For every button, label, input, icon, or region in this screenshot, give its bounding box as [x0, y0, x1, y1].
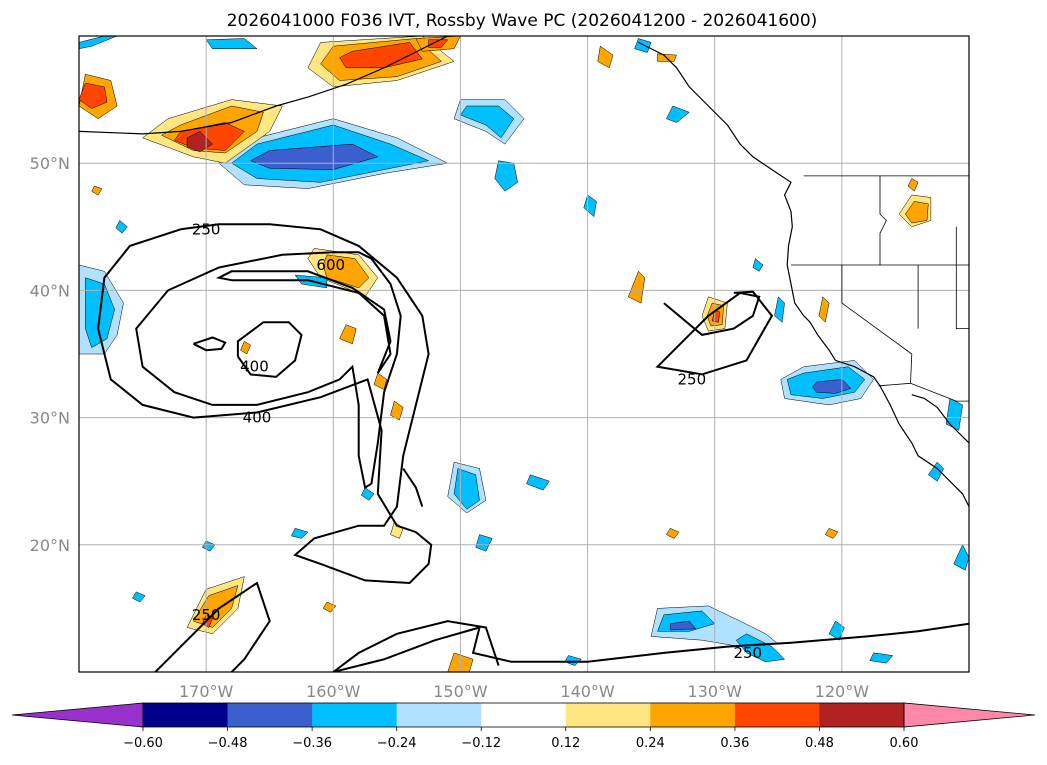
colorbar-bin-6 [650, 703, 736, 727]
ivt-shaded-region-66 [824, 527, 839, 539]
lat-tick-label-3: 50°N [30, 154, 70, 173]
ivt-shaded-region-57 [735, 633, 786, 663]
colorbar-tick-label-4: −0.12 [461, 736, 501, 751]
colorbar-bin-0 [143, 703, 229, 727]
ivt-contour-250-8 [402, 467, 424, 507]
ivt-contour-600-3 [215, 270, 392, 374]
ivt-shaded-region-47 [907, 178, 919, 192]
gulf-of-california-coastline [911, 394, 969, 444]
ivt-shaded-region-30 [390, 400, 404, 421]
colorbar-tick-label-1: −0.48 [208, 736, 248, 751]
ivt-shaded-region-59 [869, 652, 894, 664]
ivt-contour-250-5 [655, 290, 774, 376]
ivt-contour-600-4 [192, 336, 227, 352]
gridlines [79, 36, 969, 672]
ivt-shaded-region-11 [79, 82, 108, 109]
north-america-coastline [638, 41, 969, 507]
ivt-shaded-region-70 [91, 185, 103, 196]
ivt-shaded-region-44 [583, 194, 597, 218]
ivt-contour-400-2 [236, 321, 303, 378]
ivt-shaded-region-34 [475, 534, 493, 552]
colorbar-extend-low [11, 702, 144, 728]
ivt-shaded-region-72 [240, 340, 251, 355]
ivt-shaded-region-65 [666, 527, 680, 539]
ivt-shaded-region-19 [597, 45, 614, 69]
ivt-shading-layer [79, 36, 969, 672]
ivt-shaded-region-60 [564, 655, 582, 666]
figure-title: 2026041000 F036 IVT, Rossby Wave PC (202… [227, 11, 818, 31]
ivt-shaded-region-33 [526, 474, 550, 491]
lat-tick-label-2: 40°N [30, 281, 70, 300]
colorbar-bin-1 [227, 703, 313, 727]
lon-tick-label-5: 120°W [815, 682, 870, 701]
colorbar-bin-5 [565, 703, 651, 727]
colorbar-extend-high [903, 702, 1036, 728]
coastline-layer [79, 36, 969, 507]
ivt-contour-250-7 [332, 620, 969, 672]
state-border-3 [841, 265, 913, 384]
ivt-shaded-region-56 [669, 620, 697, 631]
ivt-shaded-region-46 [905, 201, 929, 224]
lon-tick-label-1: 160°W [306, 682, 361, 701]
contour-label-5: 250 [192, 606, 221, 624]
latitude-tick-labels: 20°N 30°N 40°N 50°N [30, 154, 70, 555]
colorbar-tick-label-5: 0.12 [551, 736, 580, 751]
colorbar-tick-label-6: 0.24 [636, 736, 665, 751]
ivt-shaded-region-71 [115, 220, 128, 234]
colorbar-bin-7 [734, 703, 820, 727]
colorbar: −0.60 −0.48 −0.36 −0.24 −0.12 0.12 0.24 0.36 0.4… [11, 702, 1036, 751]
ivt-contour-layer [97, 223, 969, 672]
contour-label-3: 400 [243, 409, 272, 427]
ivt-shaded-region-18 [205, 38, 258, 49]
state-border-2 [879, 175, 887, 265]
colorbar-tick-label-8: 0.48 [805, 736, 834, 751]
ivt-shaded-region-42 [752, 258, 764, 272]
lat-tick-label-1: 30°N [30, 409, 70, 428]
ivt-shaded-region-52 [927, 461, 944, 482]
ivt-shaded-region-36 [290, 528, 309, 539]
colorbar-outline [142, 702, 905, 728]
colorbar-bin-3 [396, 703, 482, 727]
colorbar-bin-2 [312, 703, 398, 727]
colorbar-tick-label-9: 0.60 [890, 736, 919, 751]
ivt-shaded-region-62 [193, 585, 239, 628]
colorbar-tick-label-3: −0.24 [377, 736, 417, 751]
colorbar-tick-label-7: 0.36 [720, 736, 749, 751]
contour-label-0: 250 [192, 220, 221, 238]
ivt-shaded-region-41 [774, 296, 785, 323]
lat-tick-label-0: 20°N [30, 536, 70, 555]
contour-label-2: 400 [240, 358, 269, 376]
contour-label-6: 250 [733, 644, 762, 662]
alaska-aleutian-coastline [79, 36, 448, 135]
contour-label-1: 600 [316, 256, 345, 274]
ivt-shaded-region-26 [322, 254, 370, 289]
lon-tick-label-0: 170°W [179, 682, 234, 701]
colorbar-bin-4 [481, 703, 567, 727]
ivt-shaded-region-27 [339, 324, 357, 345]
colorbar-tick-label-0: −0.60 [123, 736, 163, 751]
ivt-shaded-region-43 [818, 296, 830, 323]
ivt-contour-250-6 [153, 581, 271, 672]
ivt-shaded-region-17 [79, 36, 118, 49]
ivt-shaded-region-21 [666, 105, 690, 123]
state-border-6 [955, 265, 969, 330]
contour-label-layer: 250 600 400 400 250 250 250 [192, 220, 762, 662]
contour-label-4: 250 [678, 370, 707, 388]
ivt-shaded-region-69 [132, 591, 146, 603]
lon-tick-label-3: 140°W [560, 682, 615, 701]
ivt-contour-250-0 [97, 223, 433, 585]
ivt-shaded-region-51 [945, 398, 963, 431]
ivt-shaded-region-73 [360, 487, 375, 501]
lon-tick-label-4: 130°W [688, 682, 743, 701]
colorbar-bin-8 [819, 703, 905, 727]
ivt-shaded-region-53 [953, 544, 969, 571]
longitude-tick-labels: 170°W 160°W 150°W 140°W 130°W 120°W [179, 682, 869, 701]
map-frame [78, 35, 970, 673]
ivt-contour-400-1 [135, 251, 402, 490]
state-border-4 [878, 382, 969, 402]
ivt-shaded-region-37 [627, 270, 646, 304]
colorbar-tick-label-2: −0.36 [292, 736, 332, 751]
lon-tick-label-2: 150°W [433, 682, 488, 701]
